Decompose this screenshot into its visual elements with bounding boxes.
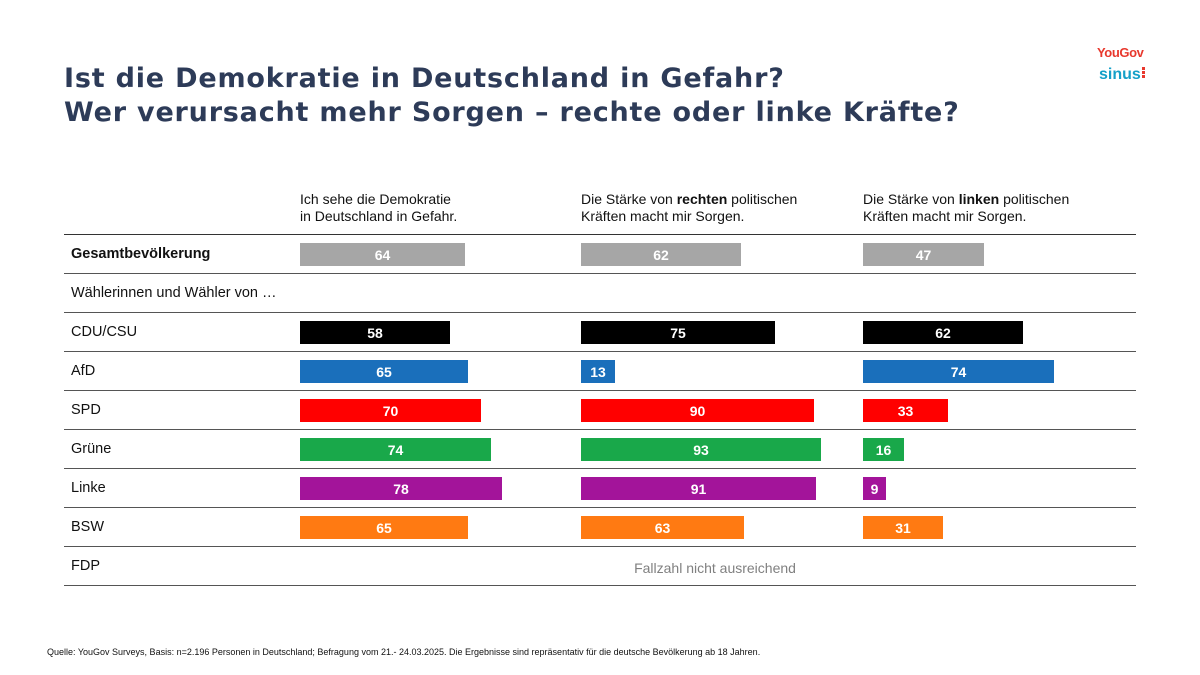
row-label: AfD xyxy=(71,363,96,379)
bar-value-label: 58 xyxy=(367,324,383,341)
bar-value-label: 62 xyxy=(653,246,669,263)
bar-value-label: 16 xyxy=(875,441,892,458)
column-header-emphasis: rechten xyxy=(676,191,728,207)
bar: 70 xyxy=(300,399,481,422)
bar: 9 xyxy=(863,477,886,500)
column-header-text: politischen xyxy=(999,191,1070,207)
bar-value-label: 75 xyxy=(670,324,686,341)
row-divider xyxy=(64,273,1136,274)
bar-value-label: 33 xyxy=(897,402,914,419)
bar: 78 xyxy=(300,477,502,500)
bar-value-label: 63 xyxy=(654,519,671,536)
row-label: Wählerinnen und Wähler von … xyxy=(71,285,277,301)
bar-value-label: 9 xyxy=(870,480,879,497)
row-label: SPD xyxy=(71,402,101,418)
chart-title-line1: Ist die Demokratie in Deutschland in Gef… xyxy=(64,63,785,94)
insufficient-sample-note: Fallzahl nicht ausreichend xyxy=(634,560,796,576)
row-label: FDP xyxy=(71,558,100,574)
bar-value-label: 47 xyxy=(915,246,932,263)
row-divider xyxy=(64,234,1136,235)
bar: 75 xyxy=(581,321,775,344)
bar-value-label: 31 xyxy=(895,519,911,536)
bar: 13 xyxy=(581,360,615,383)
yougov-logo: YouGov xyxy=(1097,45,1144,60)
bar: 16 xyxy=(863,438,904,461)
column-header-emphasis: linken xyxy=(958,191,1000,207)
sinus-logo-text: sinus xyxy=(1099,66,1141,83)
bar: 93 xyxy=(581,438,821,461)
bar: 65 xyxy=(300,516,468,539)
column-header-1: Ich sehe die Demokratie in Deutschland in… xyxy=(300,191,457,225)
bar: 63 xyxy=(581,516,744,539)
column-header-text: Die Stärke von xyxy=(863,191,959,207)
row-label: Linke xyxy=(71,480,106,496)
bar-value-label: 62 xyxy=(935,324,951,341)
source-note: Quelle: YouGov Surveys, Basis: n=2.196 P… xyxy=(47,647,761,657)
bar: 91 xyxy=(581,477,816,500)
row-label: BSW xyxy=(71,519,105,535)
sinus-logo: sinus xyxy=(1099,66,1146,84)
row-label: Grüne xyxy=(71,441,112,457)
row-divider xyxy=(64,351,1136,352)
row-divider xyxy=(64,312,1136,313)
row-divider xyxy=(64,390,1136,391)
bar: 47 xyxy=(863,243,984,266)
row-label: CDU/CSU xyxy=(71,324,138,340)
column-header-text: Ich sehe die Demokratie xyxy=(300,191,451,207)
bar: 74 xyxy=(300,438,491,461)
row-divider xyxy=(64,429,1136,430)
column-header-2: Die Stärke von rechten politischen Kräfte… xyxy=(581,191,797,225)
column-header-3: Die Stärke von linken politischen Kräften… xyxy=(863,191,1069,225)
column-header-text: Die Stärke von xyxy=(581,191,677,207)
bar-value-label: 64 xyxy=(374,246,391,263)
bar: 58 xyxy=(300,321,450,344)
bar: 62 xyxy=(581,243,741,266)
bar-value-label: 74 xyxy=(950,363,967,380)
column-header-text: Kräften macht mir Sorgen. xyxy=(581,208,745,224)
bar: 64 xyxy=(300,243,465,266)
bar: 74 xyxy=(863,360,1054,383)
column-header-text: politischen xyxy=(727,191,798,207)
bar-value-label: 74 xyxy=(387,441,404,458)
column-header-text: Kräften macht mir Sorgen. xyxy=(863,208,1027,224)
column-header-text: in Deutschland in Gefahr. xyxy=(300,208,458,224)
bar-value-label: 78 xyxy=(393,480,409,497)
bar-value-label: 90 xyxy=(689,402,706,419)
row-label: Gesamtbevölkerung xyxy=(71,246,211,262)
row-divider xyxy=(64,546,1136,547)
bar-value-label: 65 xyxy=(376,519,392,536)
bar: 90 xyxy=(581,399,814,422)
row-divider xyxy=(64,585,1136,586)
bar-value-label: 93 xyxy=(693,441,709,458)
row-divider xyxy=(64,468,1136,469)
bar-value-label: 91 xyxy=(690,480,707,497)
bar-value-label: 70 xyxy=(382,402,399,419)
bar: 33 xyxy=(863,399,948,422)
chart-title: Ist die Demokratie in Deutschland in Gef… xyxy=(64,62,960,130)
row-divider xyxy=(64,507,1136,508)
bar: 65 xyxy=(300,360,468,383)
sinus-dots-icon xyxy=(1141,67,1146,79)
bar: 31 xyxy=(863,516,943,539)
bar: 62 xyxy=(863,321,1023,344)
chart-title-line2: Wer verursacht mehr Sorgen – rechte oder… xyxy=(64,97,960,128)
bar-value-label: 65 xyxy=(376,363,392,380)
bar-value-label: 13 xyxy=(590,363,606,380)
